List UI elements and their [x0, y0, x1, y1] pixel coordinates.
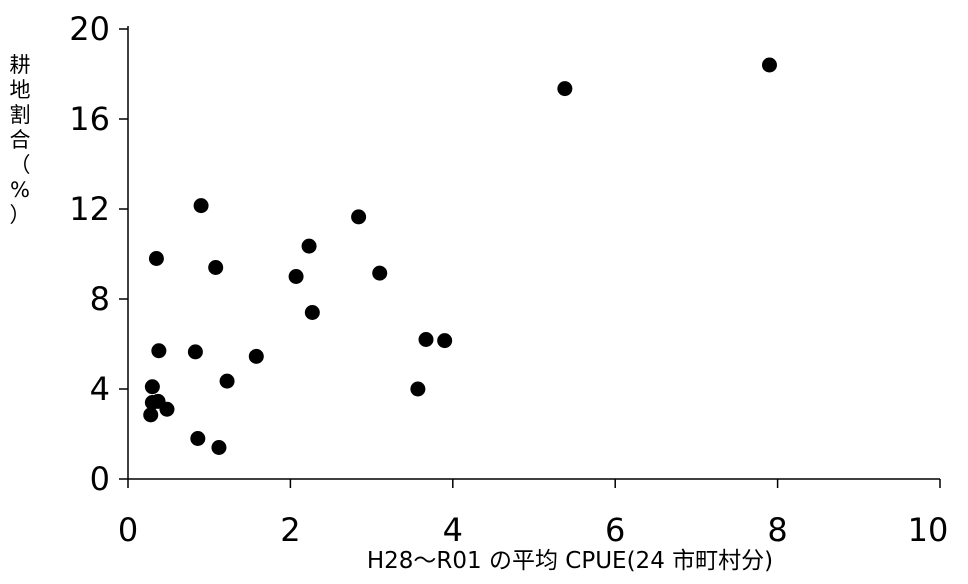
x-tick-label: 4: [443, 511, 463, 549]
data-point: [143, 407, 159, 423]
x-tick-label: 10: [908, 511, 949, 549]
data-point: [288, 269, 304, 284]
x-ticks: 0 2 4 6 8 10: [118, 479, 949, 549]
y-tick-label: 16: [69, 100, 110, 138]
data-point: [248, 348, 264, 364]
data-point: [193, 198, 209, 214]
x-axis-title: H28～R01 の平均 CPUE(24 市町村分): [367, 548, 773, 574]
data-point: [557, 81, 573, 97]
data-point: [372, 265, 388, 281]
y-axis-title-char: 割: [10, 103, 31, 127]
data-point: [148, 251, 164, 266]
x-tick-label: 2: [280, 511, 300, 549]
x-tick-label: 8: [767, 511, 787, 549]
y-axis-title-char: ）: [10, 203, 31, 227]
data-point: [410, 381, 426, 397]
data-point: [187, 344, 203, 360]
y-tick-label: 4: [90, 370, 110, 408]
data-point: [351, 209, 367, 225]
data-point: [208, 260, 224, 275]
y-axis-title-char: （: [10, 153, 31, 177]
y-ticks: 0 4 8 12 16 20: [69, 10, 128, 498]
y-axis-title-char: 地: [10, 78, 31, 102]
data-point: [304, 305, 320, 320]
y-tick-label: 8: [90, 280, 110, 318]
data-point: [418, 332, 434, 347]
y-tick-label: 0: [90, 460, 110, 498]
y-axis-title-char: 合: [10, 128, 31, 152]
data-point: [761, 57, 777, 73]
data-point: [159, 401, 175, 417]
y-axis-title-char: %: [10, 178, 30, 202]
y-axis-title-char: 耕: [10, 53, 31, 77]
data-point: [151, 343, 167, 359]
x-tick-label: 6: [605, 511, 625, 549]
data-point: [219, 373, 235, 389]
data-point: [301, 238, 317, 254]
data-point: [437, 333, 453, 349]
y-tick-label: 12: [69, 190, 110, 228]
data-point: [190, 431, 206, 446]
data-points: [143, 57, 777, 455]
data-point: [211, 440, 227, 455]
y-tick-label: 20: [69, 10, 110, 48]
x-tick-label: 0: [118, 511, 138, 549]
data-point: [144, 379, 160, 395]
axes: [127, 26, 940, 480]
